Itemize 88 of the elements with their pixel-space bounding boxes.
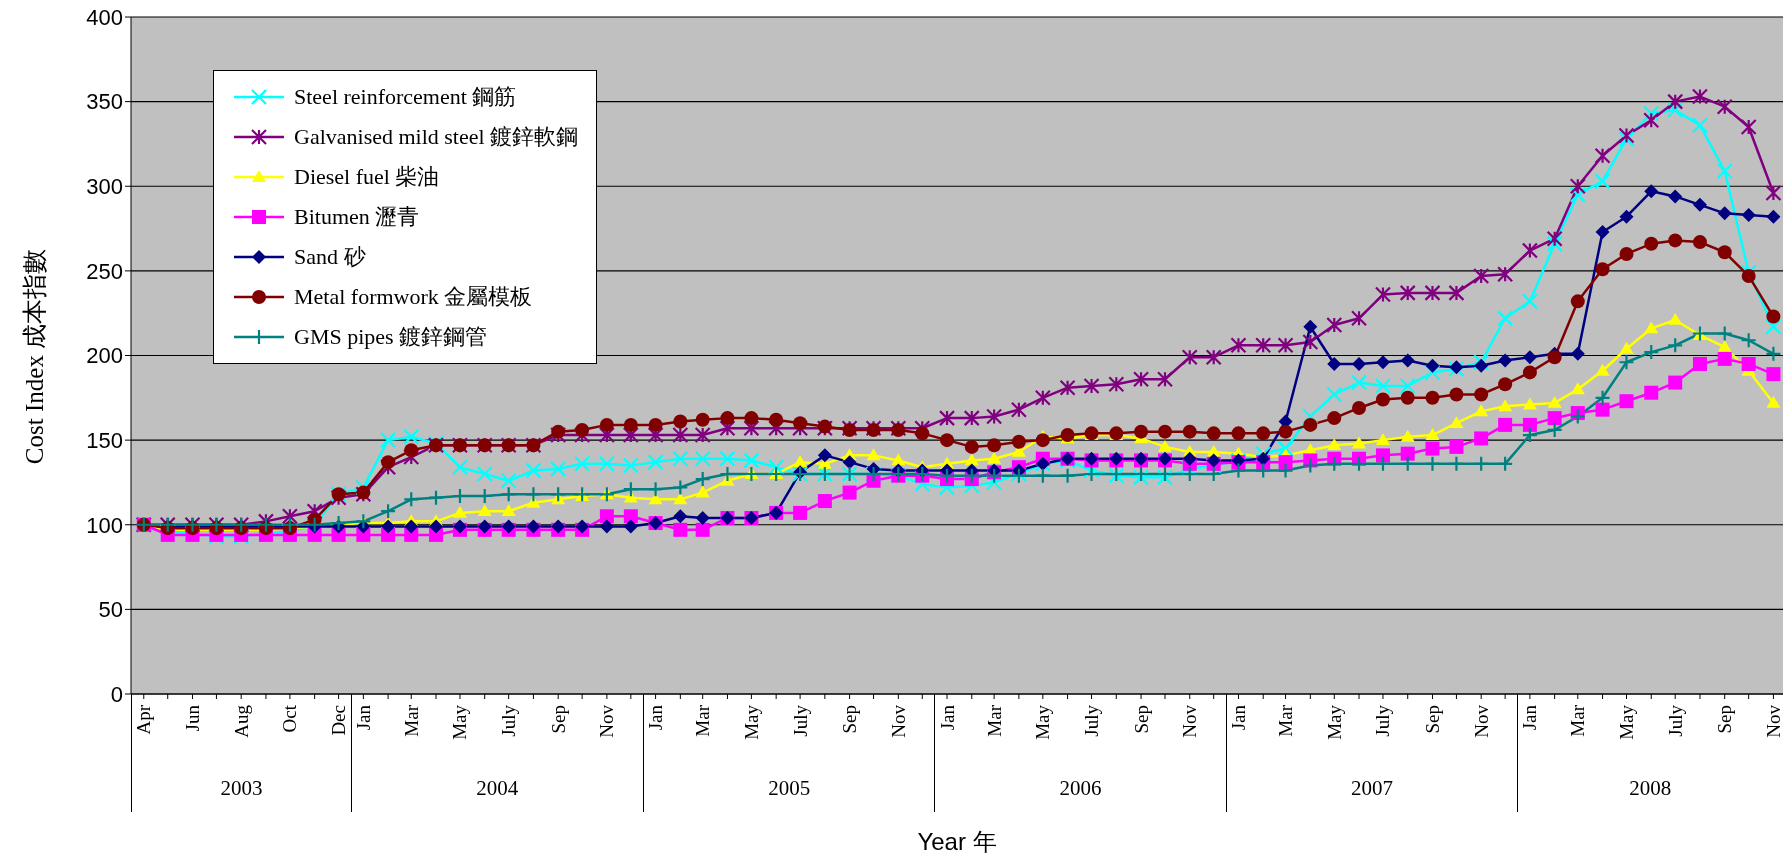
text: 2004	[475, 776, 520, 801]
point	[987, 451, 1002, 464]
x-tick-label: Jun	[181, 704, 203, 732]
x-tick-label: Sep	[839, 705, 861, 734]
x-tick-label: May	[449, 704, 471, 740]
legend-label: Diesel fuel 柴油	[294, 163, 440, 191]
legend-label: GMS pipes 鍍鋅鋼管	[294, 323, 488, 351]
point	[1400, 429, 1415, 442]
point	[1498, 399, 1513, 412]
y-tick-label: 350	[86, 89, 123, 115]
x-tick-label: Dec	[328, 705, 350, 736]
x-tick-label: Mar	[400, 704, 422, 737]
x-tick-label: May	[1032, 704, 1054, 740]
point	[695, 485, 710, 498]
x-tick-label: Nov	[596, 704, 618, 738]
y-tick-label: 400	[86, 4, 123, 30]
x-tick-label: Jan	[936, 704, 958, 731]
x-tick-label: May	[1616, 704, 1637, 740]
x-tick-label: Nov	[887, 704, 909, 738]
legend-label: Steel reinforcement 鋼筋	[294, 83, 517, 111]
x-tick-label: Aug	[230, 704, 252, 738]
x-tick-label: Sep	[1714, 705, 1736, 734]
point	[1522, 397, 1537, 410]
x-tick-label: July	[789, 704, 811, 737]
x-tick-label: Nov	[1470, 704, 1492, 738]
x-tick-label: July	[1081, 704, 1103, 737]
point	[1668, 312, 1683, 325]
point	[793, 455, 808, 468]
y-tick-label: 50	[98, 597, 123, 623]
legend-label: Sand 砂	[294, 243, 366, 271]
x-tick-label: Jan	[1227, 704, 1249, 731]
x-axis-title: Year 年	[916, 827, 998, 857]
point	[1547, 395, 1562, 408]
point	[452, 505, 467, 518]
point	[891, 453, 906, 466]
x-tick-label: May	[1323, 704, 1345, 740]
point	[1158, 439, 1172, 452]
point	[501, 504, 516, 517]
point	[1619, 341, 1634, 354]
point	[1375, 433, 1390, 446]
text: 2006	[1058, 776, 1103, 801]
x-tick-label: Sep	[1421, 705, 1443, 734]
legend-label: Metal formwork 金屬模板	[294, 283, 533, 311]
x-tick-label: Apr	[133, 704, 155, 735]
point	[866, 448, 881, 461]
y-tick-label: 100	[86, 512, 123, 538]
point	[477, 504, 492, 517]
point	[964, 453, 979, 466]
y-tick-label: 200	[86, 343, 123, 369]
y-tick-label: 0	[110, 681, 123, 707]
x-tick-label: July	[498, 704, 520, 737]
point	[623, 490, 638, 503]
x-tick-label: Jan	[645, 704, 667, 731]
x-tick-label: Sep	[1130, 705, 1152, 734]
x-tick-label: Mar	[983, 704, 1005, 737]
point	[673, 492, 688, 505]
x-tick-label: Jan	[352, 704, 374, 731]
text: 2005	[767, 776, 812, 801]
x-tick-label: Jan	[1519, 704, 1541, 731]
point	[1352, 436, 1367, 449]
y-tick-label: 250	[86, 258, 123, 284]
x-tick-label: Nov	[1762, 704, 1783, 738]
point	[1644, 321, 1659, 334]
text: 2007	[1350, 776, 1394, 801]
x-tick-label: Oct	[279, 704, 301, 733]
x-tick-label: Nov	[1179, 704, 1201, 738]
point	[1766, 395, 1781, 408]
text: 2008	[1628, 776, 1673, 801]
point	[1717, 340, 1732, 352]
x-tick-label: July	[1664, 704, 1686, 737]
text: 2003	[219, 776, 264, 801]
legend-label: Bitumen 瀝青	[294, 203, 420, 231]
x-tick-label: July	[1372, 704, 1394, 737]
y-tick-label: 150	[86, 427, 123, 453]
point	[1449, 416, 1464, 429]
x-tick-label: Mar	[692, 704, 714, 737]
point	[1327, 438, 1342, 451]
point	[1474, 404, 1489, 417]
y-axis-title: Cost Index 成本指數	[19, 247, 49, 466]
y-tick-label: 300	[86, 174, 123, 200]
point	[1570, 382, 1585, 395]
legend-label: Galvanised mild steel 鍍鋅軟鋼	[294, 123, 579, 151]
x-tick-label: Sep	[547, 705, 569, 734]
x-tick-label: Mar	[1275, 704, 1297, 737]
x-tick-label: May	[740, 704, 762, 740]
x-tick-label: Mar	[1567, 704, 1589, 737]
point	[1595, 363, 1610, 376]
point	[1425, 428, 1440, 440]
